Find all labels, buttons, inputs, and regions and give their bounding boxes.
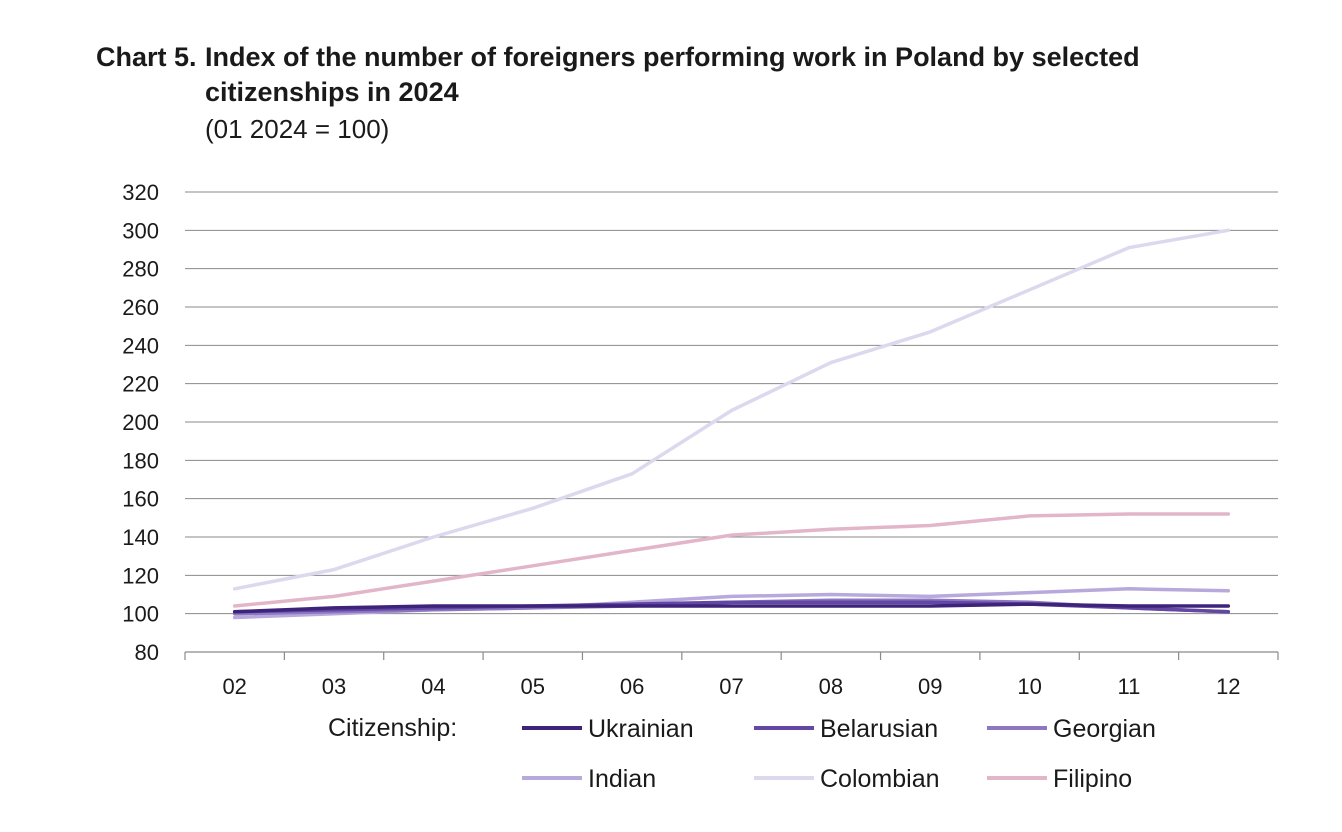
legend-item-georgian: Georgian (987, 715, 1156, 743)
legend-item-colombian: Colombian (754, 765, 940, 793)
y-tick-label: 320 (122, 180, 159, 205)
legend-item-indian: Indian (522, 765, 656, 793)
axes: 80 100 120 140 160 180 200 220 240 260 280 300 320 02… (122, 180, 1279, 699)
y-tick-label: 220 (122, 372, 159, 397)
legend-label: Indian (588, 765, 656, 793)
y-tick-label: 240 (122, 333, 159, 358)
chart-title-main: Index of the number of foreigners perfor… (205, 42, 1140, 107)
y-tick-label: 140 (122, 525, 159, 550)
y-tick-label: 280 (122, 257, 159, 282)
series-line-filipino (232, 512, 1231, 608)
x-tick-label: 10 (1017, 674, 1041, 699)
legend-label: Georgian (1053, 715, 1156, 743)
y-tick-label: 300 (122, 218, 159, 243)
legend-label: Colombian (820, 765, 940, 793)
chart-subtitle: (01 2024 = 100) (205, 114, 390, 144)
y-tick-label: 260 (122, 295, 159, 320)
x-tick-label: 02 (222, 674, 246, 699)
x-tick-label: 06 (620, 674, 644, 699)
legend-label: Belarusian (820, 715, 938, 743)
legend-title: Citizenship: (328, 714, 457, 742)
legend-item-belarusian: Belarusian (754, 715, 938, 743)
x-tick-label: 05 (521, 674, 545, 699)
gridlines (185, 191, 1278, 615)
y-tick-label: 160 (122, 487, 159, 512)
y-tick-label: 80 (135, 640, 159, 665)
series-lines (232, 228, 1231, 620)
series-line-colombian (232, 228, 1231, 591)
x-tick-label: 03 (322, 674, 346, 699)
legend-label: Filipino (1053, 765, 1132, 793)
x-tick-label: 12 (1216, 674, 1240, 699)
y-tick-label: 200 (122, 410, 159, 435)
x-tick-label: 08 (819, 674, 843, 699)
x-tick-label: 11 (1118, 674, 1141, 699)
legend: Citizenship: Ukrainian Belarusian Georgian I… (328, 714, 1156, 793)
chart-title-prefix: Chart 5. (96, 42, 197, 72)
x-tick-label: 04 (421, 674, 445, 699)
legend-label: Ukrainian (588, 715, 694, 743)
series-line-ukrainian (232, 602, 1231, 614)
y-tick-label: 120 (122, 563, 159, 588)
y-tick-label: 100 (122, 602, 159, 627)
y-tick-label: 180 (122, 448, 159, 473)
legend-item-ukrainian: Ukrainian (522, 715, 694, 743)
legend-item-filipino: Filipino (987, 765, 1132, 793)
x-tick-label: 07 (719, 674, 743, 699)
x-tick-label: 09 (918, 674, 942, 699)
